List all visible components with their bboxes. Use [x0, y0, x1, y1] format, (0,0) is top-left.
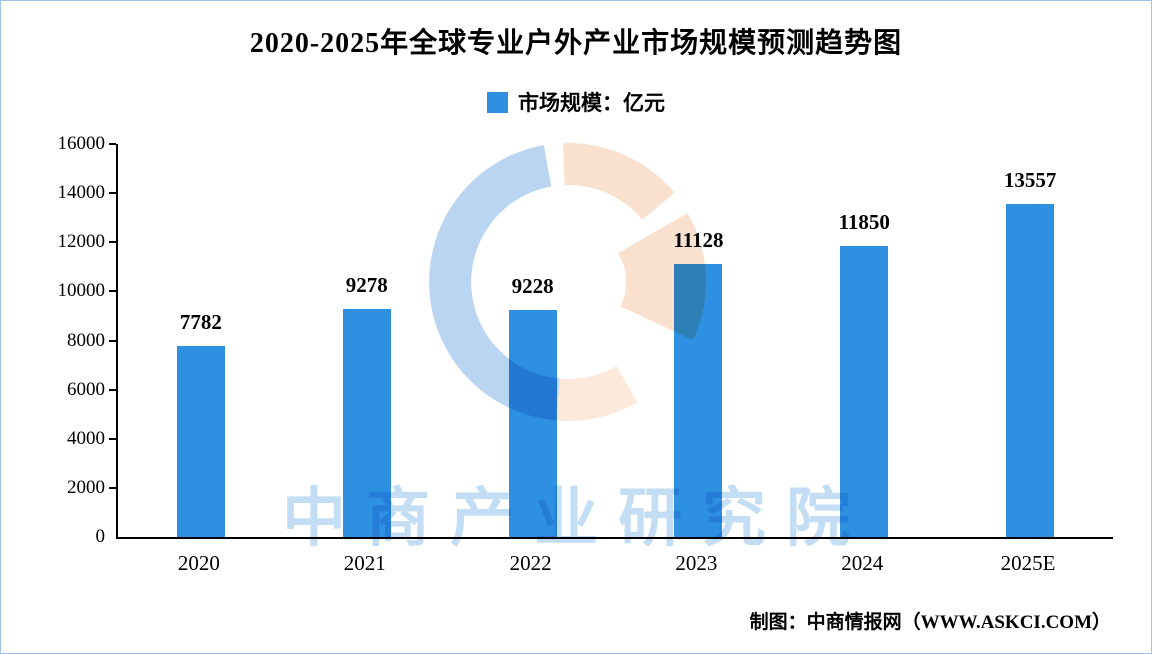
x-tick-label-2025E: 2025E — [1000, 551, 1056, 575]
x-tick-label-2021: 2021 — [343, 551, 386, 575]
legend: 市场规模：亿元 — [1, 87, 1151, 117]
value-label-2022: 9228 — [511, 274, 554, 299]
y-tick-mark — [109, 486, 116, 489]
value-label-2024: 11850 — [838, 209, 890, 234]
y-tick-label: 10000 — [57, 280, 106, 302]
x-tick-label-2024: 2024 — [841, 551, 884, 575]
y-tick-mark — [109, 143, 116, 145]
value-label-2021: 9278 — [345, 273, 388, 298]
x-tick-label-2023: 2023 — [675, 551, 718, 575]
y-tick-mark — [109, 339, 116, 342]
y-tick-label: 4000 — [67, 427, 105, 449]
y-tick-mark — [109, 388, 116, 391]
bar-2024 — [840, 245, 889, 537]
x-tick-label-2022: 2022 — [509, 551, 552, 575]
value-label-2023: 11128 — [673, 227, 724, 252]
y-tick-label: 12000 — [57, 231, 106, 253]
value-label-2020: 7782 — [179, 309, 222, 334]
y-tick-label: 6000 — [67, 378, 105, 400]
legend-swatch-icon — [487, 91, 508, 113]
chart-title: 2020-2025年全球专业户外产业市场规模预测趋势图 — [249, 28, 903, 59]
y-tick-mark — [109, 241, 116, 244]
y-axis-labels: 0 2000 4000 6000 8000 10000 12000 14000 16000 — [1, 133, 106, 547]
y-tick-label: 16000 — [57, 133, 106, 154]
y-tick-label: 8000 — [67, 329, 105, 351]
bar-2020 — [176, 345, 225, 537]
bar-2025E — [1006, 204, 1055, 537]
y-tick-mark — [109, 192, 116, 195]
y-tick-label: 2000 — [67, 476, 105, 498]
y-tick-label: 0 — [95, 526, 106, 547]
x-tick-label-2020: 2020 — [177, 551, 220, 575]
bar-2022 — [508, 310, 557, 537]
y-tick-mark — [109, 290, 116, 293]
bar-2021 — [342, 309, 391, 537]
y-tick-label: 14000 — [57, 182, 106, 204]
value-label-2025E: 13557 — [1003, 168, 1057, 192]
x-axis-labels: 2020 2021 2022 2023 2024 2025E — [116, 551, 1111, 581]
bar-2023 — [674, 263, 723, 537]
legend-label: 市场规模：亿元 — [518, 91, 665, 115]
plot-area: 7782 9278 9228 11128 11850 13557 — [109, 143, 1113, 539]
footer-credit: 制图：中商情报网（WWW.ASKCI.COM） — [749, 612, 1111, 633]
y-tick-mark — [109, 437, 116, 440]
